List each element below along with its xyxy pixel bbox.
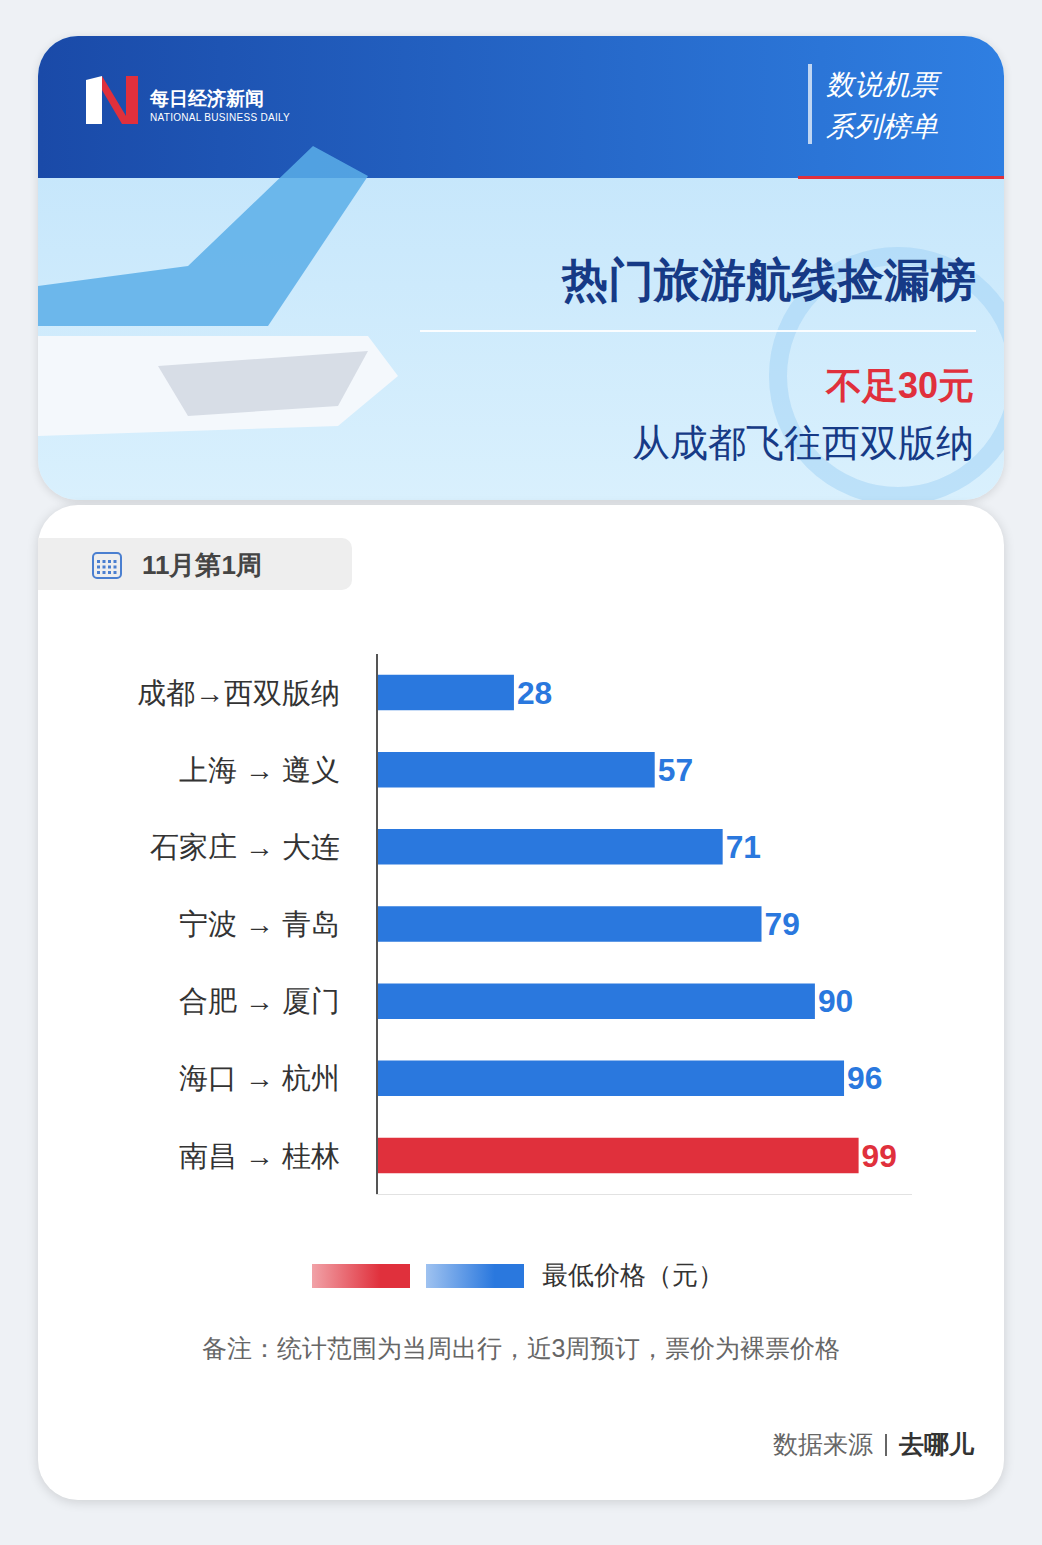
svg-text:71: 71 [726,829,761,865]
html-text:每日经济新闻: 每日经济新闻 [150,88,264,109]
svg-text:成都→西双版纳: 成都→西双版纳 [137,677,340,709]
html-text:不足30元: 不足30元 [826,365,974,406]
html-text:热门旅游航线捡漏榜: 热门旅游航线捡漏榜 [562,254,976,306]
svg-text:28: 28 [517,675,552,711]
html-text:数说机票: 数说机票 [826,69,938,100]
svg-text:合肥 → 厦门: 合肥 → 厦门 [179,985,340,1017]
svg-text:57: 57 [658,752,693,788]
svg-text:96: 96 [847,1060,882,1096]
html-text:NATIONAL BUSINESS DAILY: NATIONAL BUSINESS DAILY [150,112,291,123]
svg-text:海口 → 杭州: 海口 → 杭州 [179,1062,340,1094]
svg-text:南昌 → 桂林: 南昌 → 桂林 [179,1140,340,1172]
html-text:从成都飞往西双版纳: 从成都飞往西双版纳 [632,422,974,464]
svg-text:79: 79 [765,906,800,942]
html-text:11月第1周: 11月第1周 [142,550,262,580]
html-text:数据来源: 数据来源 [773,1430,873,1458]
svg-text:90: 90 [818,983,853,1019]
svg-text:宁波 → 青岛: 宁波 → 青岛 [179,908,340,940]
svg-text:石家庄 → 大连: 石家庄 → 大连 [150,831,340,863]
html-text:最低价格（元）: 最低价格（元） [542,1260,724,1290]
html-text:去哪儿: 去哪儿 [899,1430,974,1458]
html-text:备注：统计范围为当周出行，近3周预订，票价为裸票价格: 备注：统计范围为当周出行，近3周预订，票价为裸票价格 [201,1334,841,1362]
svg-text:99: 99 [862,1138,897,1174]
svg-text:上海 → 遵义: 上海 → 遵义 [179,754,340,786]
html-text:系列榜单: 系列榜单 [826,111,938,142]
